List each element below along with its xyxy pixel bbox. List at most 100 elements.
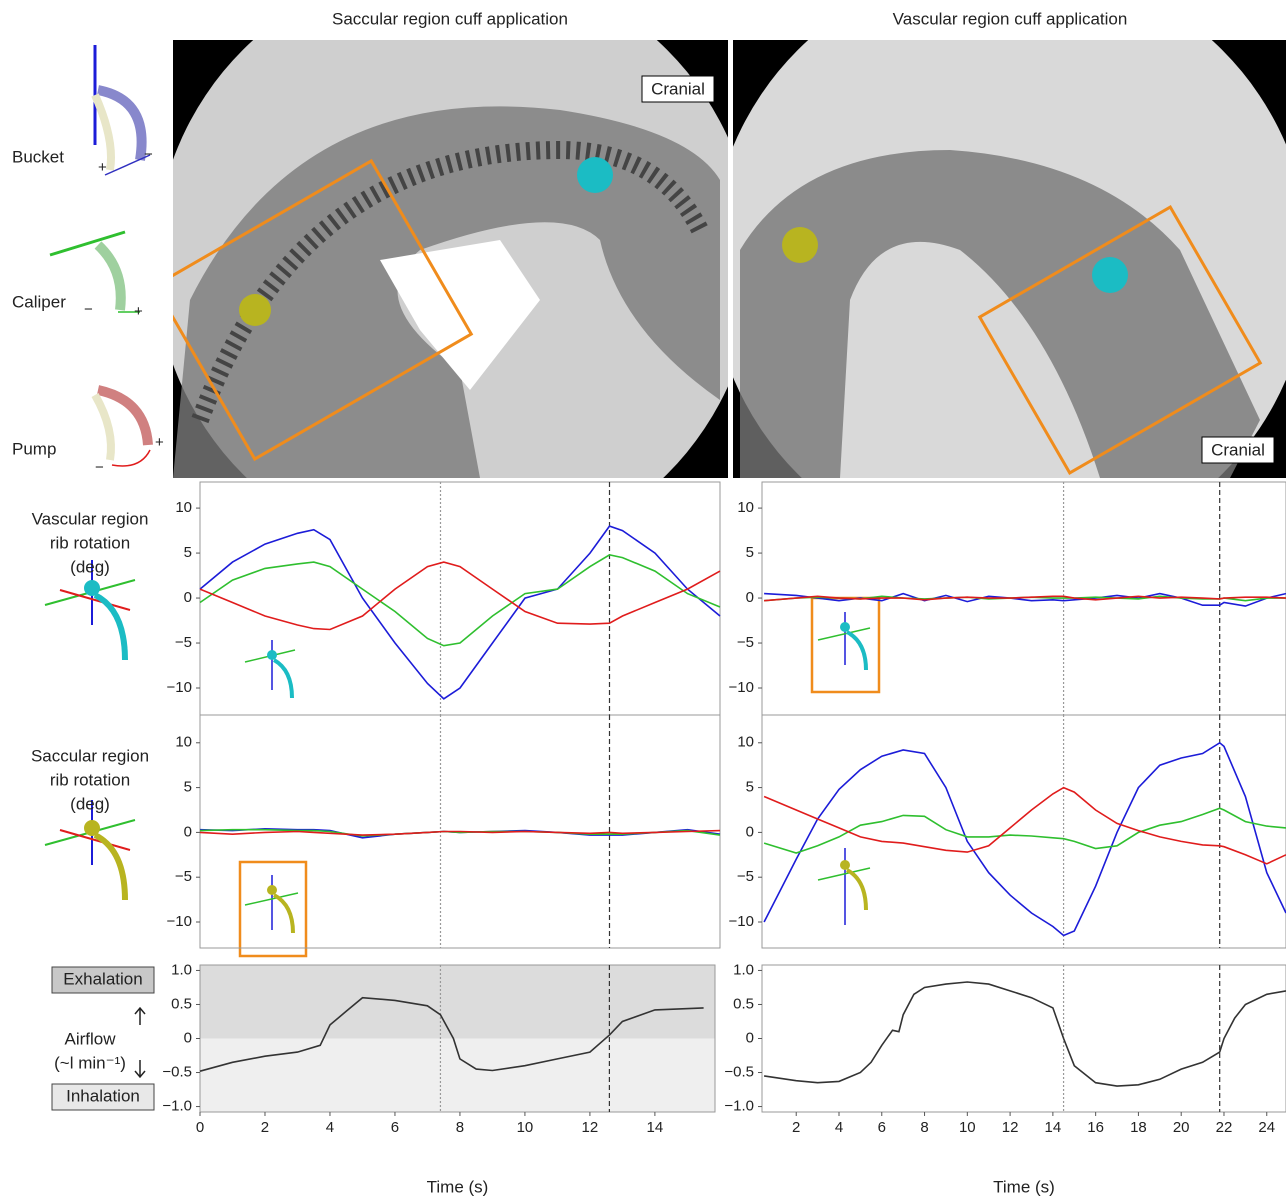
x-tick-label: 4: [326, 1119, 334, 1136]
x-tick-label: 0: [196, 1119, 204, 1136]
plot-frame: [761, 964, 1286, 1113]
y-tick-label: −5: [737, 634, 754, 651]
x-tick-label: 20: [1173, 1119, 1190, 1136]
data-line: [764, 595, 1286, 602]
image-label: Cranial: [1211, 440, 1265, 459]
motion-label: Caliper: [12, 292, 66, 311]
motion-sign: −: [95, 459, 104, 476]
arrow: [134, 1006, 146, 1079]
y-tick-label: −5: [175, 868, 192, 885]
y-tick-label: −5: [737, 868, 754, 885]
motion-sign: +: [98, 159, 107, 176]
y-tick-label: −1.0: [724, 1098, 754, 1115]
y-tick-label: −0.5: [162, 1063, 192, 1080]
plot-frame: [761, 714, 1286, 949]
x-tick-label: 12: [582, 1119, 599, 1136]
column-title: Vascular region cuff application: [893, 9, 1128, 28]
motion-label: Bucket: [12, 147, 64, 166]
upper-label: Exhalation: [63, 969, 142, 988]
y-tick-label: 0: [746, 589, 754, 606]
xray-image: [173, 40, 728, 478]
y-axis-label: rib rotation: [50, 770, 130, 789]
y-tick-label: −5: [175, 634, 192, 651]
label-box: [51, 1083, 155, 1111]
x-tick-label: 10: [959, 1119, 976, 1136]
y-tick-label: −0.5: [724, 1063, 754, 1080]
y-tick-label: 5: [184, 544, 192, 561]
y-tick-label: 5: [746, 544, 754, 561]
y-tick-label: 10: [737, 499, 754, 516]
x-tick-label: 22: [1216, 1119, 1233, 1136]
x-tick-label: 24: [1258, 1119, 1275, 1136]
y-tick-label: 1.0: [733, 961, 754, 978]
x-tick-label: 4: [835, 1119, 843, 1136]
motion-sign: −: [84, 301, 93, 318]
x-tick-label: 12: [1002, 1119, 1019, 1136]
y-tick-label: 5: [184, 779, 192, 796]
x-tick-label: 18: [1130, 1119, 1147, 1136]
y-tick-label: −10: [167, 913, 192, 930]
x-tick-label: 2: [261, 1119, 269, 1136]
y-axis-label: Saccular region: [31, 746, 149, 765]
y-tick-label: 0.5: [171, 995, 192, 1012]
x-tick-label: 8: [456, 1119, 464, 1136]
y-tick-label: 0.5: [733, 995, 754, 1012]
plot-frame: [199, 714, 721, 949]
label-box: [641, 75, 715, 103]
motion-sign: +: [134, 303, 143, 320]
y-tick-label: 5: [746, 779, 754, 796]
data-line: [199, 525, 721, 700]
y-tick-label: 1.0: [171, 961, 192, 978]
y-axis-label: (deg): [70, 794, 110, 813]
x-axis-label: Time (s): [993, 1177, 1055, 1196]
label-box: [51, 966, 155, 994]
y-tick-label: 10: [175, 499, 192, 516]
x-tick-label: 8: [920, 1119, 928, 1136]
label-box: [1201, 436, 1275, 464]
x-axis-label: Time (s): [427, 1177, 489, 1196]
y-tick-label: −10: [729, 679, 754, 696]
y-axis-label: (deg): [70, 557, 110, 576]
y-axis-label: rib rotation: [50, 533, 130, 552]
data-line: [763, 741, 1286, 937]
data-line: [199, 829, 721, 836]
y-tick-label: −1.0: [162, 1098, 192, 1115]
y-axis-label: Airflow: [64, 1029, 116, 1048]
x-tick-label: 6: [878, 1119, 886, 1136]
y-tick-label: 0: [184, 823, 192, 840]
motion-sign: +: [155, 434, 164, 451]
y-tick-label: 0: [746, 1029, 754, 1046]
xray-image: [733, 40, 1286, 478]
plot-frame: [199, 481, 721, 716]
y-tick-label: −10: [729, 913, 754, 930]
data-line: [199, 996, 704, 1072]
y-tick-label: 10: [175, 734, 192, 751]
shade-upper: [200, 965, 715, 1039]
data-line: [764, 592, 1286, 607]
y-tick-label: 10: [737, 734, 754, 751]
y-tick-label: 0: [184, 1029, 192, 1046]
data-line: [763, 981, 1286, 1087]
y-tick-label: −10: [167, 679, 192, 696]
y-axis-label: (~l min⁻¹): [54, 1053, 126, 1072]
y-tick-label: 0: [746, 823, 754, 840]
y-tick-label: 0: [184, 589, 192, 606]
motion-label: Pump: [12, 439, 56, 458]
x-tick-label: 16: [1087, 1119, 1104, 1136]
data-line: [763, 786, 1286, 865]
column-title: Saccular region cuff application: [332, 9, 568, 28]
y-axis-label: Vascular region: [32, 509, 149, 528]
motion-icon: [49, 45, 153, 467]
x-tick-label: 2: [792, 1119, 800, 1136]
x-tick-label: 10: [517, 1119, 534, 1136]
data-line: [199, 561, 721, 631]
x-tick-label: 14: [1045, 1119, 1062, 1136]
data-line: [763, 807, 1286, 854]
rib-icon: [44, 560, 881, 958]
x-tick-label: 6: [391, 1119, 399, 1136]
data-line: [199, 554, 721, 647]
lower-label: Inhalation: [66, 1086, 140, 1105]
x-tick-label: 14: [647, 1119, 664, 1136]
motion-sign: −: [144, 146, 153, 163]
